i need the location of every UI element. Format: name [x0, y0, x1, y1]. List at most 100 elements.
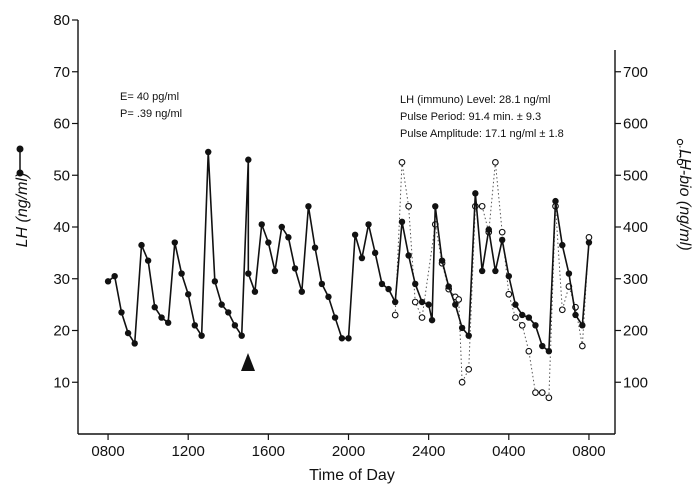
lh-immuno-point: [559, 241, 566, 249]
lh-immuno-point: [271, 267, 279, 275]
y2-tick-label: 200: [623, 323, 648, 340]
x-tick-label: 1600: [252, 443, 285, 460]
lh-immuno-point: [572, 311, 579, 319]
lh-immuno-point: [519, 311, 526, 319]
lh-immuno-point: [405, 252, 412, 259]
lh-immuno-point: [465, 332, 472, 339]
lh-immuno-point: [498, 236, 506, 244]
y-tick-label: 80: [53, 12, 70, 29]
lh-immuno-point: [205, 148, 212, 156]
lh-immuno-point: [418, 298, 426, 306]
lh-immuno-point: [391, 298, 399, 306]
lh-bio-point: [411, 298, 419, 306]
lh-immuno-point: [492, 267, 499, 275]
lh-bio-point: [585, 234, 593, 241]
lh-bio-point: [398, 158, 406, 166]
lh-bio-point: [458, 378, 466, 386]
y-tick-label: 40: [53, 219, 70, 236]
lh-bio-point: [538, 389, 546, 396]
lh-immuno-point: [432, 203, 439, 210]
y2-tick-label: 500: [623, 167, 648, 184]
lh-immuno-point: [428, 316, 436, 324]
lh-bio-point: [405, 202, 412, 210]
lh-immuno-point: [171, 239, 178, 246]
lh-bio-point: [492, 158, 499, 166]
lh-immuno-point: [525, 314, 533, 321]
lh-immuno-point: [211, 278, 219, 285]
y2-tick-label: 300: [623, 271, 648, 288]
lh-immuno-point: [298, 288, 306, 295]
lh-immuno-point: [472, 190, 479, 197]
lh-immuno-point: [512, 301, 519, 308]
x-tick-label: 2400: [412, 443, 445, 460]
y2-tick-label: 600: [623, 116, 648, 133]
lh-immuno-point: [345, 335, 352, 342]
lh-immuno-point: [565, 270, 573, 277]
lh-immuno-point: [478, 267, 486, 275]
lh-immuno-point: [358, 254, 366, 262]
lh-immuno-point: [138, 241, 145, 249]
x-tick-label: 0800: [572, 443, 605, 460]
lh-bio-point: [391, 311, 399, 319]
lh-immuno-point: [198, 332, 205, 339]
y-tick-label: 30: [53, 271, 70, 288]
lh-bio-line: [394, 162, 590, 399]
lh-immuno-point: [579, 322, 586, 329]
lh-immuno-point: [305, 203, 312, 210]
lh-immuno-point: [225, 309, 232, 316]
lh-immuno-point: [371, 249, 379, 257]
lh-immuno-point: [164, 319, 172, 326]
y-tick-label: 70: [53, 64, 70, 81]
lh-immuno-point: [238, 332, 245, 339]
lh-immuno-point: [251, 288, 259, 295]
lh-immuno-point: [458, 324, 466, 332]
y-axis-title: LH (ng/ml): [14, 173, 31, 248]
lh-immuno-point: [111, 272, 118, 280]
series-lh-bio: [391, 158, 593, 402]
pulse-period-annotation: Pulse Period: 91.4 min. ± 9.3: [400, 111, 541, 123]
pulse-amplitude-annotation: Pulse Amplitude: 17.1 ng/ml ± 1.8: [400, 128, 564, 140]
lh-immuno-point: [191, 322, 199, 329]
y-tick-label: 60: [53, 116, 70, 133]
y2-tick-label: 100: [623, 374, 648, 391]
stimulus-arrow-marker: [241, 353, 255, 371]
x-tick-label: 0800: [91, 443, 124, 460]
lh-immuno-line: [107, 151, 590, 353]
lh-immuno-point: [351, 231, 359, 238]
lh-immuno-point: [325, 293, 332, 301]
lh-immuno-point: [331, 314, 339, 321]
lh-immuno-point: [505, 272, 513, 280]
lh-immuno-point: [398, 218, 406, 226]
lh-immuno-point: [265, 239, 272, 246]
lh-bio-point: [578, 342, 586, 350]
lh-bio-point: [418, 314, 426, 321]
lh-immuno-point: [124, 329, 132, 337]
lh-immuno-point: [485, 226, 492, 233]
lh-immuno-point: [585, 239, 593, 246]
lh-bio-point: [545, 394, 553, 402]
lh-bio-point: [498, 228, 506, 236]
lh-bio-point: [558, 306, 566, 314]
lh-immuno-point: [378, 280, 386, 288]
lh-immuno-point: [158, 314, 165, 321]
x-tick-label: 2000: [332, 443, 365, 460]
y2-tick-label: 400: [623, 219, 648, 236]
lh-immuno-point: [104, 278, 112, 285]
legend-filled-marker: [16, 145, 24, 177]
lh-immuno-point: [338, 335, 346, 342]
lh-immuno-point: [131, 340, 138, 347]
lh-bio-point: [505, 290, 513, 298]
lh-level-annotation: LH (immuno) Level: 28.1 ng/ml: [400, 94, 550, 106]
lh-immuno-point: [552, 197, 559, 205]
y-tick-label: 10: [53, 374, 70, 391]
axes: 10 20 30 40 50 60 70 80 100 200 300 400 500 600 700 080…: [53, 12, 648, 460]
lh-immuno-point: [258, 221, 265, 228]
lh-immuno-point: [178, 270, 185, 277]
lh-immuno-point: [445, 283, 452, 290]
estradiol-annotation: E= 40 pg/ml: [120, 91, 179, 103]
series-lh-immuno: [104, 148, 593, 355]
lh-immuno-point: [291, 265, 299, 272]
lh-immuno-point: [438, 257, 446, 264]
lh-immuno-point: [278, 223, 285, 231]
